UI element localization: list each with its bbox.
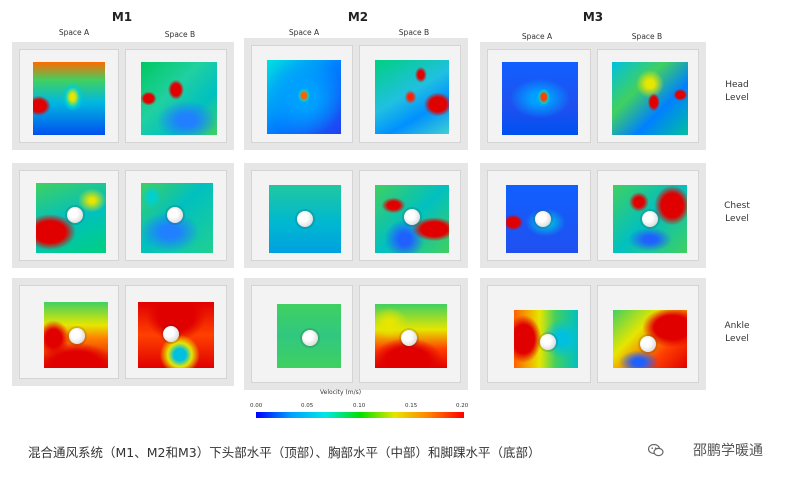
colorbar-tick: 0.05 <box>301 403 314 409</box>
colorbar-tick: 0.15 <box>405 403 418 409</box>
level-label-head: Head Level <box>712 79 762 105</box>
column-marker <box>297 211 313 227</box>
panel-m3-chest <box>480 163 706 268</box>
panel-m2-head <box>244 38 468 150</box>
wechat-icon <box>648 443 664 457</box>
velocity-colorbar <box>256 412 464 418</box>
column-title-m2: M2 <box>347 10 369 24</box>
column-marker <box>167 207 183 223</box>
column-marker <box>540 334 556 350</box>
level-label-ankle-line2: Level <box>725 334 749 344</box>
velocity-field-m2-b-head <box>375 60 449 134</box>
column-marker <box>642 211 658 227</box>
colorbar-tick: 0.00 <box>250 403 263 409</box>
panel-m3-ankle <box>480 278 706 390</box>
velocity-field-m1-b-head <box>141 62 217 135</box>
space-label-m3-b: Space B <box>631 32 663 41</box>
colorbar-tick: 0.20 <box>456 403 469 409</box>
column-marker <box>640 336 656 352</box>
panel-m3-head <box>480 42 706 150</box>
space-label-m1-b: Space B <box>164 30 196 39</box>
column-marker <box>535 211 551 227</box>
column-marker <box>401 330 417 346</box>
level-label-chest-line2: Level <box>725 214 749 224</box>
panel-m1-head <box>12 42 234 150</box>
column-marker <box>302 330 318 346</box>
column-title-m3: M3 <box>582 10 604 24</box>
level-label-ankle: Ankle Level <box>712 320 762 346</box>
column-marker <box>163 326 179 342</box>
column-marker <box>404 209 420 225</box>
velocity-field-m1-a-head <box>33 62 105 135</box>
space-label-m1-a: Space A <box>58 28 90 37</box>
colorbar-tick: 0.10 <box>353 403 366 409</box>
level-label-head-line1: Head <box>725 80 749 90</box>
figure-caption: 混合通风系统（M1、M2和M3）下头部水平（顶部）、胸部水平（中部）和脚踝水平（… <box>28 445 541 460</box>
column-title-m1: M1 <box>111 10 133 24</box>
panel-m1-chest <box>12 163 234 268</box>
level-label-head-line2: Level <box>725 93 749 103</box>
velocity-field-m3-b-head <box>612 62 688 135</box>
colorbar-title: Velocity (m/s) <box>320 389 362 396</box>
column-marker <box>67 207 83 223</box>
level-label-ankle-line1: Ankle <box>724 321 750 331</box>
velocity-field-m3-a-head <box>502 62 578 135</box>
space-label-m2-a: Space A <box>288 28 320 37</box>
panel-m1-ankle <box>12 278 234 386</box>
space-label-m3-a: Space A <box>521 32 553 41</box>
panel-m2-ankle <box>244 278 468 390</box>
space-label-m2-b: Space B <box>398 28 430 37</box>
velocity-field-m2-a-head <box>267 60 341 134</box>
level-label-chest: Chest Level <box>712 200 762 226</box>
column-marker <box>69 328 85 344</box>
level-label-chest-line1: Chest <box>724 201 750 211</box>
brand-watermark: 邵鹏学暖通 <box>693 443 763 459</box>
panel-m2-chest <box>244 163 468 268</box>
